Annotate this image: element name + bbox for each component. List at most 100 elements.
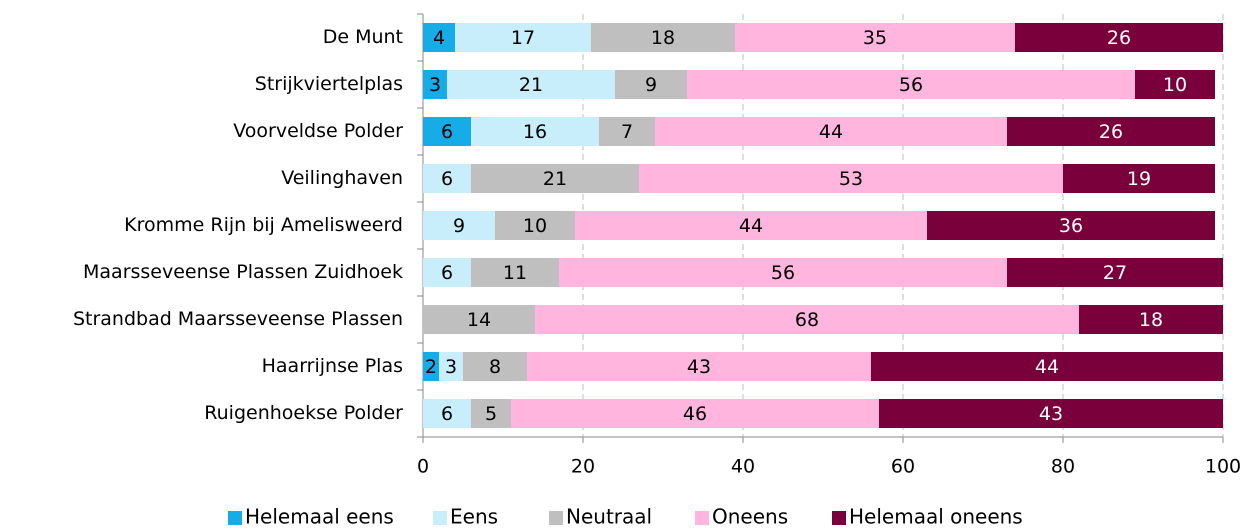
- y-tick-label: Ruigenhoekse Polder: [204, 402, 403, 424]
- data-label: 6: [441, 121, 453, 143]
- y-tick-label: De Munt: [323, 26, 403, 48]
- data-label: 10: [523, 215, 547, 237]
- data-label: 44: [819, 121, 843, 143]
- legend-label: Neutraal: [566, 505, 652, 529]
- bar-segment: [471, 399, 511, 428]
- bar-segment: [423, 399, 471, 428]
- y-tick-label: Strandbad Maarsseveense Plassen: [73, 308, 403, 330]
- data-label: 9: [645, 74, 657, 96]
- x-tick-label: 40: [731, 456, 755, 478]
- bar-segment: [423, 117, 471, 146]
- data-label: 26: [1107, 27, 1131, 49]
- bar-segment: [535, 305, 1079, 334]
- data-label: 46: [683, 403, 707, 425]
- bar-segment: [423, 70, 447, 99]
- data-label: 10: [1163, 74, 1187, 96]
- y-tick-label: Strijkviertelplas: [255, 73, 403, 95]
- data-label: 4: [433, 27, 445, 49]
- data-label: 11: [503, 262, 527, 284]
- data-label: 6: [441, 403, 453, 425]
- legend-label: Helemaal oneens: [849, 505, 1023, 529]
- data-label: 18: [651, 27, 675, 49]
- data-label: 14: [467, 309, 491, 331]
- bar-segment: [735, 23, 1015, 52]
- bar-segment: [423, 211, 495, 240]
- bar-segment: [927, 211, 1215, 240]
- bar-segment: [439, 352, 463, 381]
- bar-segment: [879, 399, 1223, 428]
- bar-segment: [423, 352, 439, 381]
- data-label: 21: [519, 74, 543, 96]
- bar-segment: [655, 117, 1007, 146]
- bar-segment: [495, 211, 575, 240]
- data-label: 17: [511, 27, 535, 49]
- bar-segment: [615, 70, 687, 99]
- data-label: 56: [771, 262, 795, 284]
- data-label: 36: [1059, 215, 1083, 237]
- legend-label: Oneens: [712, 505, 788, 529]
- x-tick-label: 100: [1205, 456, 1241, 478]
- x-tick-label: 20: [571, 456, 595, 478]
- bar-segment: [527, 352, 871, 381]
- data-label: 27: [1103, 262, 1127, 284]
- legend-swatch: [433, 511, 447, 525]
- bar-segment: [463, 352, 527, 381]
- y-tick-label: Veilinghaven: [281, 167, 403, 189]
- bar-segment: [423, 258, 471, 287]
- legend-swatch: [695, 511, 709, 525]
- bar-segment: [471, 258, 559, 287]
- bar-segment: [455, 23, 591, 52]
- bar-segment: [1007, 117, 1215, 146]
- bar-segment: [471, 164, 639, 193]
- data-label: 44: [1035, 356, 1059, 378]
- bar-segment: [591, 23, 735, 52]
- bar-segment: [423, 305, 535, 334]
- bar-segment: [575, 211, 927, 240]
- x-tick-label: 80: [1051, 456, 1075, 478]
- data-label: 8: [489, 356, 501, 378]
- y-tick-label: Haarrijnse Plas: [262, 355, 403, 377]
- data-label: 9: [453, 215, 465, 237]
- legend-swatch: [228, 511, 242, 525]
- bar-segment: [471, 117, 599, 146]
- data-label: 19: [1127, 168, 1151, 190]
- bar-segment: [1079, 305, 1223, 334]
- bar-segment: [1007, 258, 1223, 287]
- data-label: 26: [1099, 121, 1123, 143]
- data-label: 7: [621, 121, 633, 143]
- bar-segment: [1015, 23, 1223, 52]
- bar-segment: [423, 164, 471, 193]
- data-label: 3: [445, 356, 457, 378]
- bar-segment: [687, 70, 1135, 99]
- data-label: 3: [429, 74, 441, 96]
- data-label: 6: [441, 168, 453, 190]
- data-label: 21: [543, 168, 567, 190]
- data-label: 35: [863, 27, 887, 49]
- data-label: 56: [899, 74, 923, 96]
- data-label: 44: [739, 215, 763, 237]
- x-tick-label: 60: [891, 456, 915, 478]
- data-label: 5: [485, 403, 497, 425]
- data-label: 6: [441, 262, 453, 284]
- data-label: 43: [687, 356, 711, 378]
- bar-segment: [1135, 70, 1215, 99]
- bar-segment: [559, 258, 1007, 287]
- legend-swatch: [832, 511, 846, 525]
- bar-segment: [511, 399, 879, 428]
- data-label: 68: [795, 309, 819, 331]
- legend-swatch: [549, 511, 563, 525]
- bar-segment: [639, 164, 1063, 193]
- y-tick-label: Voorveldse Polder: [233, 120, 403, 142]
- data-label: 53: [839, 168, 863, 190]
- bar-segment: [1063, 164, 1215, 193]
- data-label: 16: [523, 121, 547, 143]
- bar-segment: [871, 352, 1223, 381]
- bar-segment: [599, 117, 655, 146]
- data-label: 18: [1139, 309, 1163, 331]
- bar-segment: [447, 70, 615, 99]
- y-tick-label: Maarsseveense Plassen Zuidhoek: [83, 261, 403, 283]
- y-tick-label: Kromme Rijn bij Amelisweerd: [124, 214, 403, 236]
- data-label: 43: [1039, 403, 1063, 425]
- legend-label: Eens: [450, 505, 498, 529]
